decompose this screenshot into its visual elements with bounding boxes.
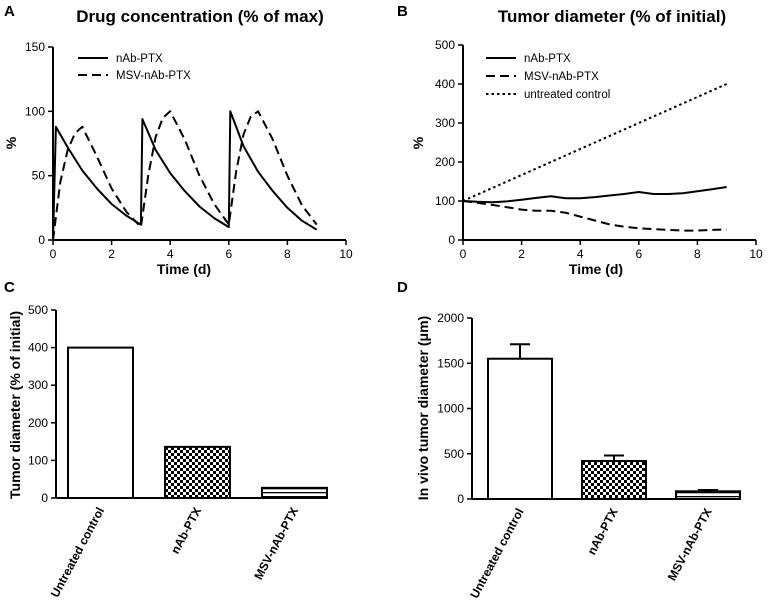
chart-a-ytick-label: 0 [38, 233, 45, 247]
chart-b-ytick-label: 400 [435, 77, 455, 91]
chart-a-xlabel: Time (d) [157, 261, 211, 277]
chart-b-ylabel: % [410, 136, 426, 149]
chart-c-ytick-label: 200 [28, 416, 48, 430]
chart-b-ytick-label: 200 [435, 155, 455, 169]
chart-d-ytick-label: 500 [444, 447, 464, 461]
chart-c-ytick-label: 300 [28, 378, 48, 392]
panel-label-d: D [397, 279, 408, 296]
chart-a-xtick-label: 8 [284, 247, 291, 261]
chart-a-ytick-label: 50 [32, 169, 46, 183]
chart-b-xtick-label: 4 [577, 247, 584, 261]
chart-b-series-msv-nab-ptx [462, 200, 727, 232]
chart-d-ytick-label: 0 [457, 492, 464, 506]
chart-a-xtick-label: 6 [225, 247, 232, 261]
chart-b-legend-label: MSV-nAb-PTX [524, 71, 599, 83]
chart-c-category-label: MSV-nAb-PTX [251, 505, 301, 582]
chart-d-ylabel: In vivo tumor diameter (μm) [415, 316, 431, 500]
chart-c-ytick-label: 0 [41, 491, 48, 505]
chart-c-bar-msv-nab-ptx [261, 486, 328, 499]
chart-b-ytick-label: 100 [435, 194, 455, 208]
chart-d-bar-nab-ptx [581, 459, 647, 500]
chart-b-ytick-label: 0 [448, 233, 455, 247]
panel-label-b: B [397, 3, 408, 20]
chart-b-xlabel: Time (d) [569, 261, 623, 277]
chart-a-ytick-label: 150 [25, 40, 45, 54]
chart-b-series-nab-ptx [462, 186, 727, 204]
chart-d-ytick-label: 1000 [437, 402, 464, 416]
chart-a-legend-label: nAb-PTX [116, 53, 163, 65]
chart-b-legend-label: nAb-PTX [524, 53, 571, 65]
chart-d-category-label: MSV-nAb-PTX [665, 506, 715, 583]
chart-b-xtick-label: 0 [460, 247, 467, 261]
chart-a-series-msv-nab-ptx [52, 110, 318, 241]
chart-a-title: Drug concentration (% of max) [76, 7, 323, 26]
chart-a-xtick-label: 0 [50, 247, 57, 261]
chart-b-xtick-label: 8 [694, 247, 701, 261]
chart-c-ytick-label: 500 [28, 303, 48, 317]
chart-a-ylabel: % [3, 136, 19, 149]
chart-c-ytick-label: 100 [28, 453, 48, 467]
panel-label-a: A [4, 3, 15, 20]
chart-a-xtick-label: 10 [339, 247, 353, 261]
chart-a-xtick-label: 4 [167, 247, 174, 261]
chart-a-ytick-label: 100 [25, 104, 45, 118]
chart-b-xtick-label: 2 [518, 247, 525, 261]
chart-b-ytick-label: 300 [435, 116, 455, 130]
chart-a-xtick-label: 2 [108, 247, 115, 261]
chart-c-category-label: Untreated control [48, 505, 107, 600]
chart-c-bar-nab-ptx [164, 445, 231, 500]
chart-a-legend-label: MSV-nAb-PTX [116, 70, 191, 82]
chart-d-ytick-label: 1500 [437, 356, 464, 370]
chart-b-legend-label: untreated control [524, 89, 610, 101]
chart-d-bar-untreated-control [487, 357, 553, 500]
chart-b-ytick-label: 500 [435, 38, 455, 52]
chart-d-category-label: Untreated control [467, 506, 526, 601]
chart-b-title: Tumor diameter (% of initial) [498, 7, 726, 26]
chart-c-category-label: nAb-PTX [168, 505, 204, 556]
panel-label-c: C [4, 279, 15, 296]
chart-d-bar-msv-nab-ptx [675, 490, 741, 500]
chart-d-category-label: nAb-PTX [584, 506, 620, 557]
chart-c-ylabel: Tumor diameter (% of initial) [7, 311, 23, 499]
chart-b-series-untreated-control [462, 83, 728, 202]
chart-c-ytick-label: 400 [28, 341, 48, 355]
chart-b-xtick-label: 6 [635, 247, 642, 261]
chart-c-bar-untreated-control [67, 346, 134, 499]
chart-d-ytick-label: 2000 [437, 311, 464, 325]
chart-a-series-nab-ptx [52, 110, 318, 241]
chart-b-xtick-label: 10 [749, 247, 763, 261]
